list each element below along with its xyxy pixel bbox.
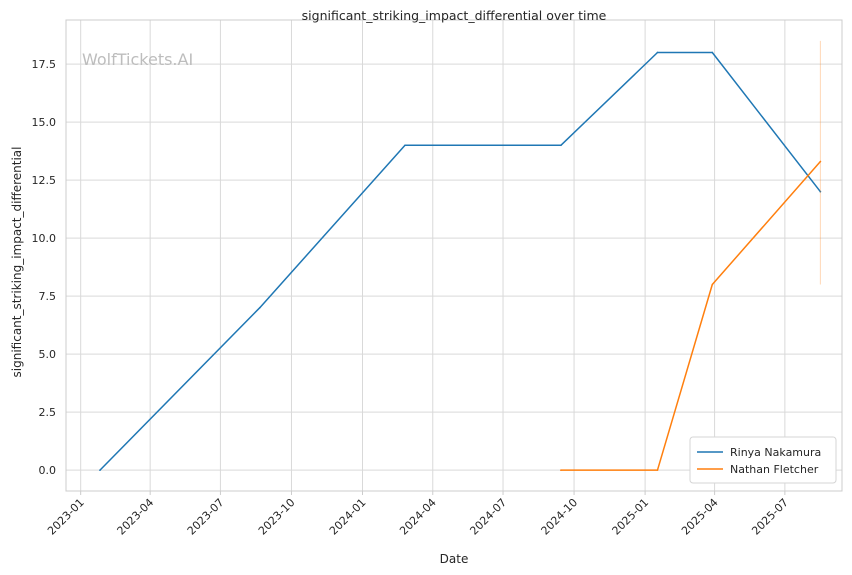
- data-point-rinya-nakamura: [99, 469, 101, 471]
- series-line-nathan-fletcher: [560, 160, 822, 471]
- data-point-rinya-nakamura: [711, 51, 714, 54]
- data-point-rinya-nakamura: [259, 306, 261, 309]
- y-tick-label: 2.5: [39, 406, 57, 419]
- y-tick-label: 10.0: [32, 232, 57, 245]
- y-axis-title: significant_striking_impact_differential: [10, 147, 24, 378]
- x-tick-label: 2024-10: [538, 496, 580, 538]
- chart-title: significant_striking_impact_differential…: [302, 8, 607, 23]
- x-tick-label: 2023-10: [256, 496, 298, 538]
- data-point-rinya-nakamura: [404, 144, 406, 147]
- x-tick-label: 2023-04: [115, 496, 157, 538]
- x-axis: 2023-01 2023-04 2023-07 2023-10 2024-01 2024-…: [45, 491, 791, 538]
- data-point-rinya-nakamura: [656, 51, 659, 54]
- data-point-nathan-fletcher: [819, 160, 822, 163]
- y-tick-label: 17.5: [32, 58, 57, 71]
- y-tick-label: 5.0: [39, 348, 57, 361]
- x-tick-label: 2025-07: [749, 496, 791, 538]
- y-tick-label: 15.0: [32, 116, 57, 129]
- data-point-nathan-fletcher: [560, 469, 562, 471]
- legend-label-nathan-fletcher: Nathan Fletcher: [730, 463, 819, 476]
- legend-label-rinya-nakamura: Rinya Nakamura: [730, 446, 821, 459]
- x-tick-label: 2023-07: [185, 496, 227, 538]
- data-point-rinya-nakamura: [819, 190, 822, 193]
- x-tick-label: 2024-01: [327, 496, 369, 538]
- x-axis-title: Date: [440, 552, 469, 566]
- plot-frame: [65, 19, 843, 492]
- series-layer: [99, 40, 822, 471]
- x-tick-label: 2025-01: [610, 496, 652, 538]
- legend: Rinya Nakamura Nathan Fletcher: [689, 436, 837, 484]
- y-tick-label: 12.5: [32, 174, 57, 187]
- x-tick-label: 2024-04: [397, 496, 439, 538]
- x-tick-label: 2025-04: [679, 496, 721, 538]
- legend-box: [689, 436, 837, 484]
- watermark: WolfTickets.AI: [82, 50, 193, 69]
- y-axis: 0.0 2.5 5.0 7.5 10.0 12.5 15.0 17.5: [32, 58, 57, 477]
- y-tick-label: 7.5: [39, 290, 57, 303]
- y-tick-label: 0.0: [39, 464, 57, 477]
- grid: [66, 20, 842, 491]
- x-tick-label: 2024-07: [467, 496, 509, 538]
- plot-area: [66, 20, 842, 491]
- data-point-rinya-nakamura: [560, 144, 562, 147]
- x-tick-label: 2023-01: [45, 496, 87, 538]
- data-point-nathan-fletcher: [711, 283, 714, 286]
- data-point-nathan-fletcher: [656, 469, 659, 471]
- plot-border: [65, 19, 843, 492]
